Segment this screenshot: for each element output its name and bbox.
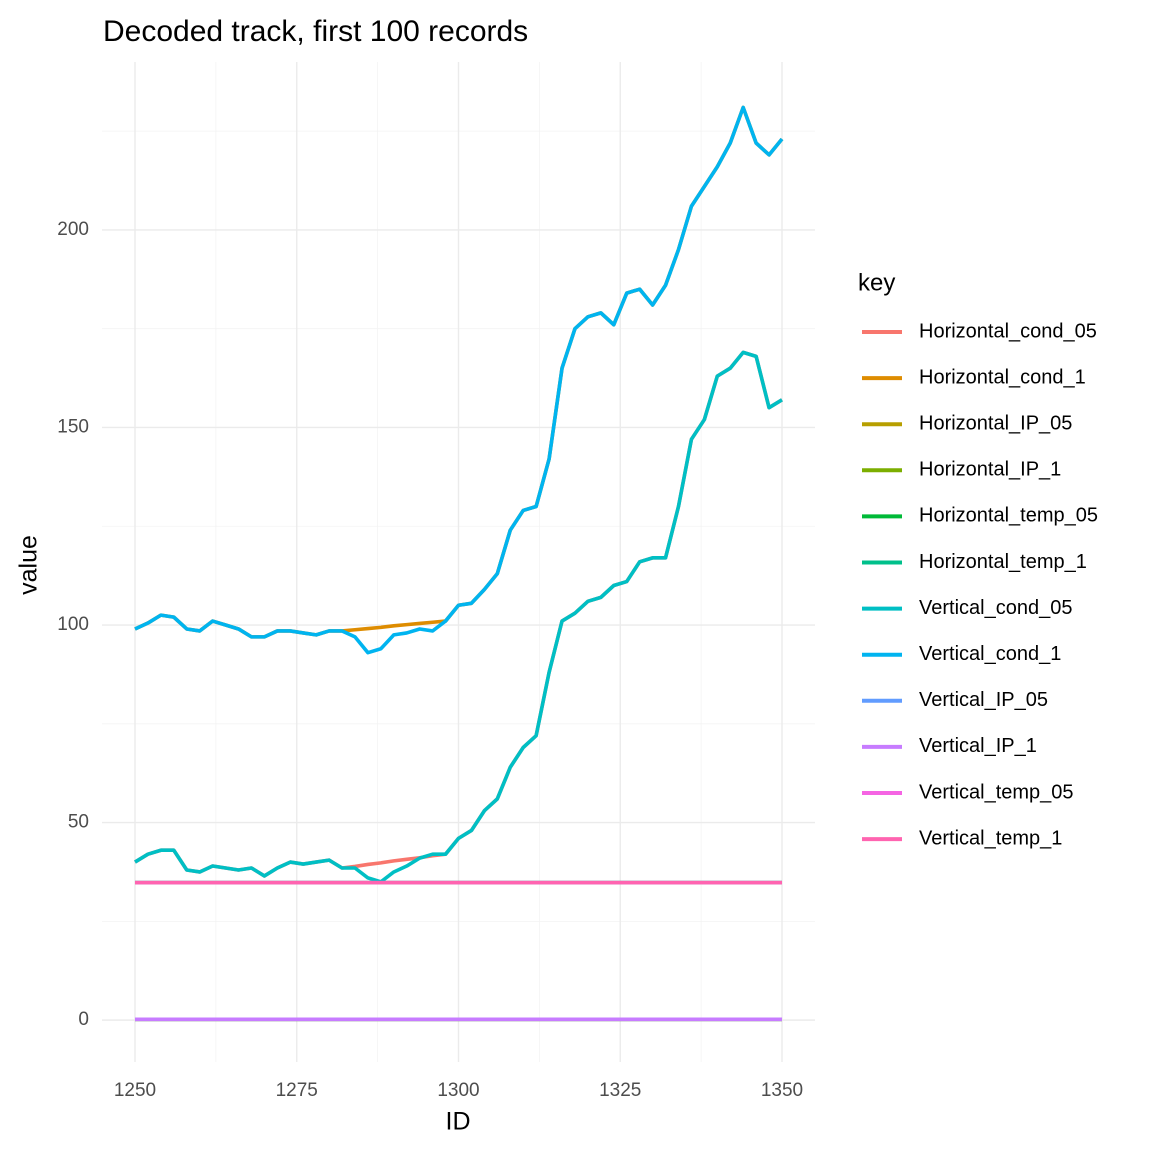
legend-label: Horizontal_IP_05 bbox=[919, 412, 1072, 434]
series-line bbox=[134, 105, 784, 655]
y-tick-label: 200 bbox=[57, 219, 89, 240]
x-tick-label: 1275 bbox=[276, 1080, 318, 1101]
legend-label: Horizontal_cond_05 bbox=[919, 320, 1097, 342]
y-tick-label: 100 bbox=[57, 614, 89, 635]
y-tick-label: 150 bbox=[57, 416, 89, 437]
x-axis-title: ID bbox=[446, 1108, 471, 1136]
x-tick-label: 1250 bbox=[114, 1080, 156, 1101]
legend-label: Horizontal_temp_1 bbox=[919, 551, 1087, 573]
legend-label: Horizontal_cond_1 bbox=[919, 366, 1086, 388]
y-tick-label: 0 bbox=[78, 1009, 89, 1030]
x-tick-label: 1350 bbox=[761, 1080, 803, 1101]
legend-label: Vertical_IP_1 bbox=[919, 735, 1037, 757]
series-line bbox=[134, 350, 783, 884]
legend-label: Vertical_temp_05 bbox=[919, 781, 1074, 803]
legend-label: Vertical_IP_05 bbox=[919, 689, 1048, 711]
x-tick-label: 1300 bbox=[437, 1080, 479, 1101]
legend-label: Vertical_cond_05 bbox=[919, 597, 1072, 619]
legend-label: Horizontal_temp_05 bbox=[919, 505, 1098, 527]
legend-label: Horizontal_IP_1 bbox=[919, 459, 1061, 481]
legend-title: key bbox=[858, 269, 895, 296]
y-axis-title: value bbox=[15, 535, 43, 595]
legend-label: Vertical_temp_1 bbox=[919, 827, 1062, 849]
chart-title: Decoded track, first 100 records bbox=[103, 15, 528, 48]
legend-label: Vertical_cond_1 bbox=[919, 643, 1061, 665]
x-tick-label: 1325 bbox=[599, 1080, 641, 1101]
y-tick-label: 50 bbox=[68, 812, 89, 833]
